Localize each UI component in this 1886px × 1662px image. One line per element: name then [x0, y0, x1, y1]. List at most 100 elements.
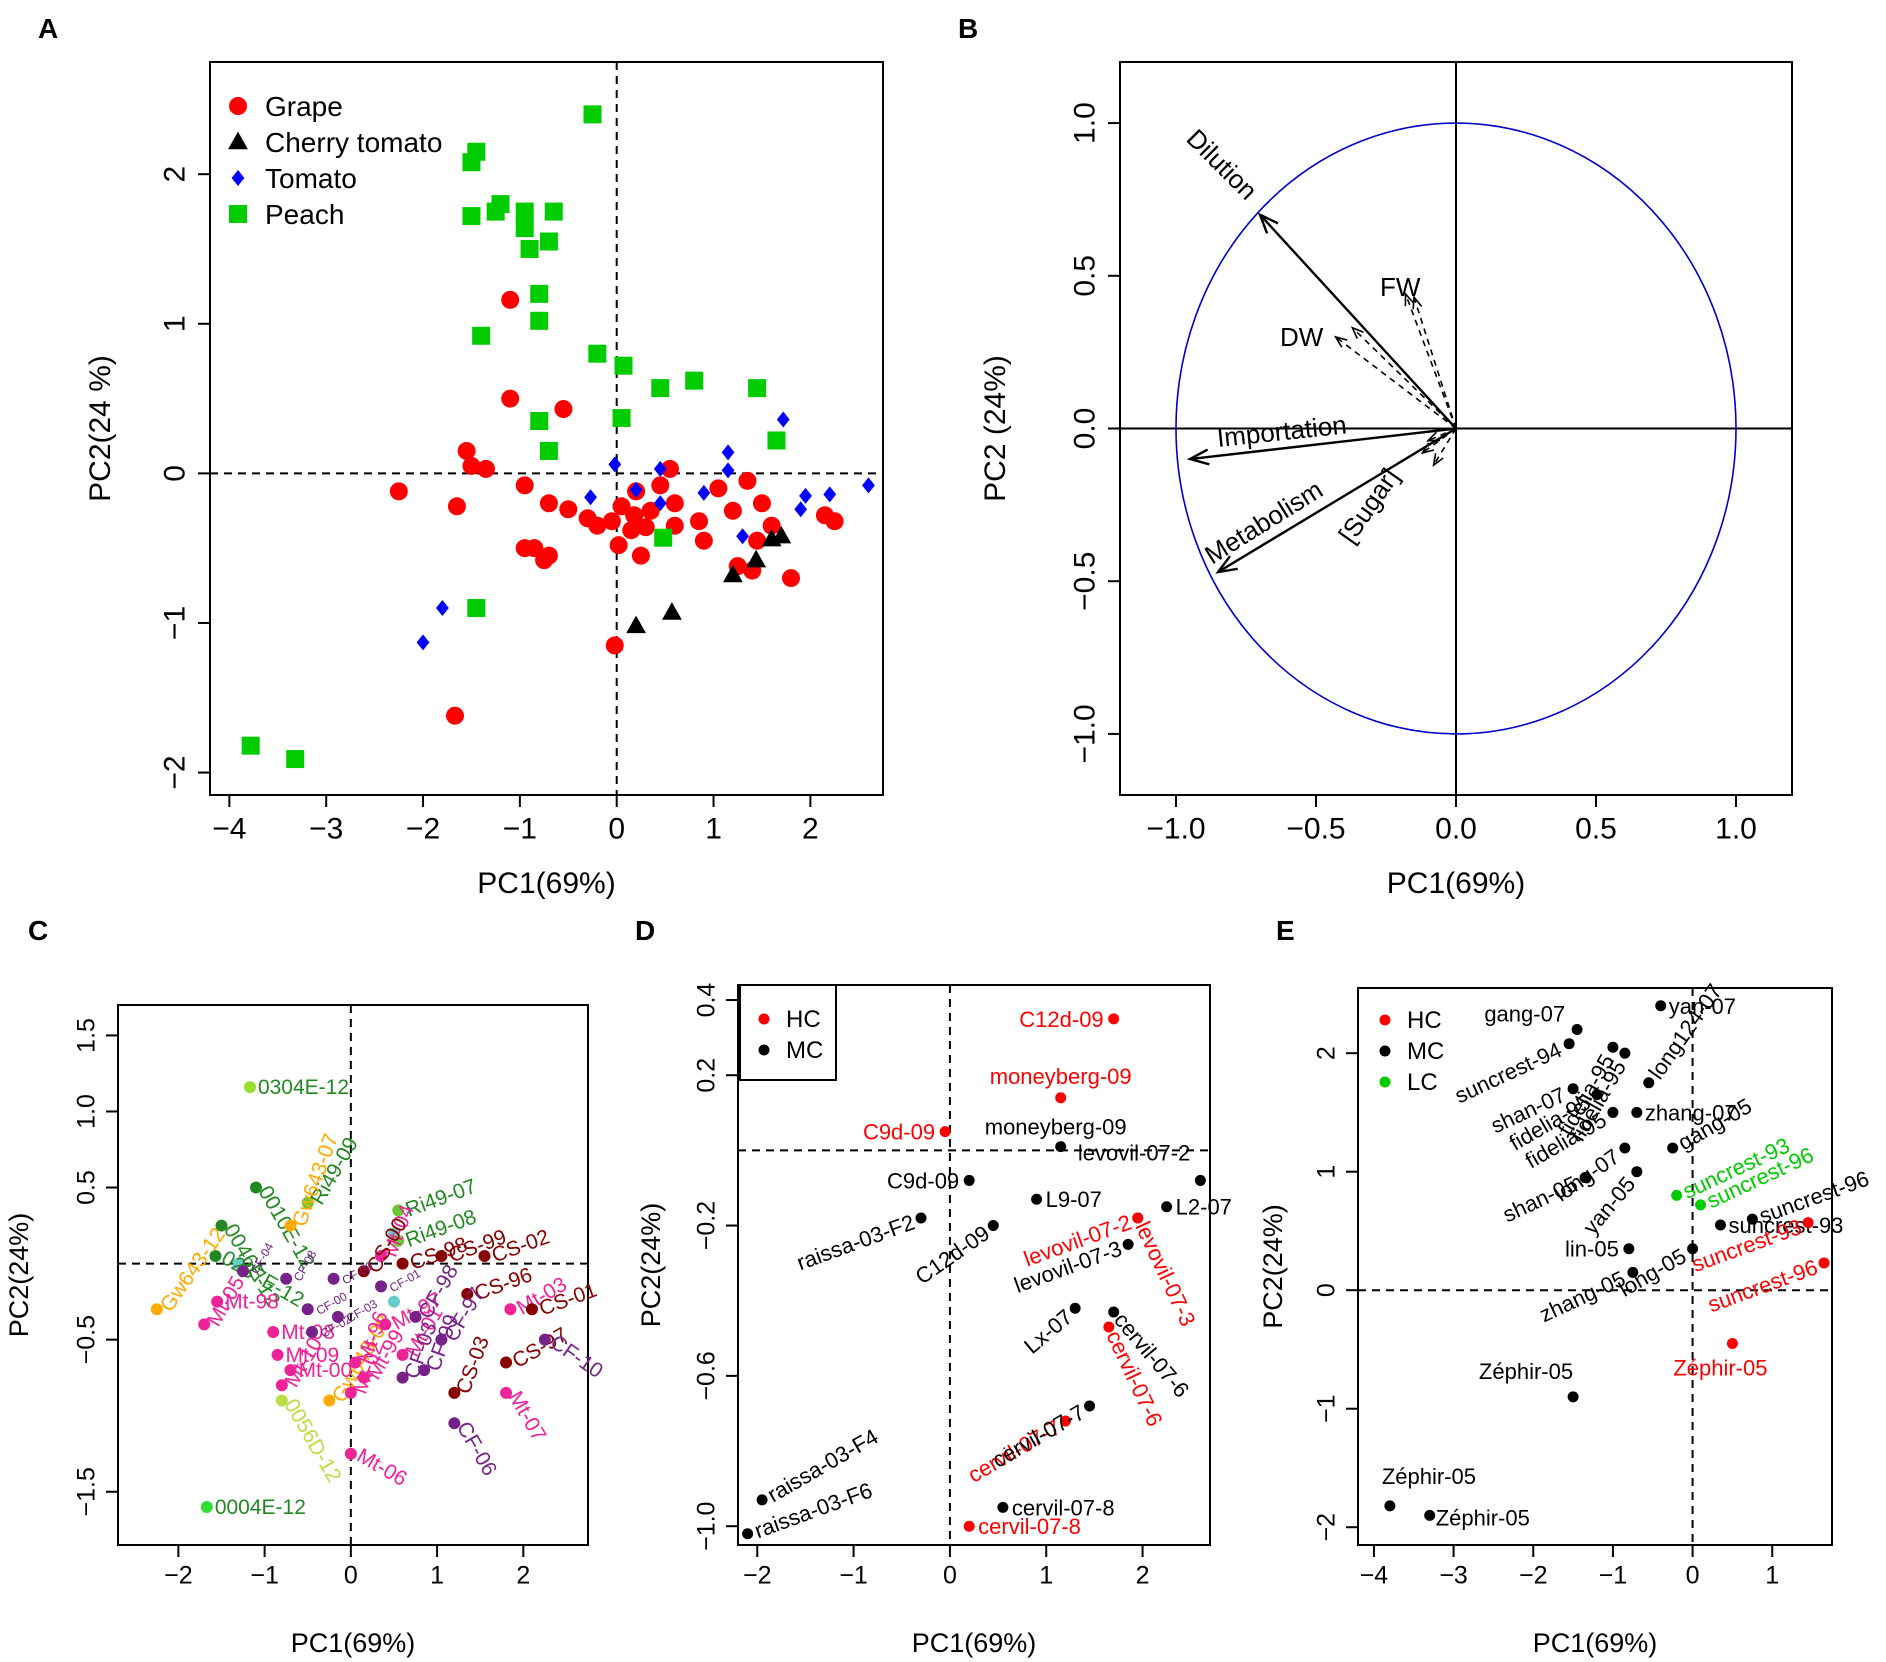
variable-arrow-dilution: [1259, 213, 1457, 430]
point-label-cultivar: Mt-06: [353, 1444, 411, 1491]
legend-marker: [1379, 1076, 1391, 1088]
variable-arrow-metabolism: [1217, 427, 1457, 574]
variable-arrow-importation-head: [1186, 448, 1210, 466]
point-peach: [520, 239, 539, 258]
point-grape: [694, 531, 713, 550]
point-genotype: [1161, 1201, 1173, 1213]
point-label-cultivar: Zéphir-05: [1382, 1464, 1476, 1489]
point-cultivar: [409, 1310, 422, 1323]
point-cultivar: [344, 1386, 357, 1399]
point-cultivar: [504, 1303, 517, 1316]
point-tomato: [416, 634, 430, 651]
y-tick-label: 1: [1313, 1165, 1341, 1179]
point-tomato: [776, 411, 790, 428]
point-cultivar: [1631, 1106, 1643, 1118]
y-tick-label: 2: [1313, 1046, 1341, 1060]
point-cultivar: [215, 1219, 228, 1232]
panel-d: −2 −1 0 1 2 −1.0 −0.6 −0.2 0.2 0.4 PC1(69%) PC2(24%…: [636, 983, 1232, 1658]
y-tick-label: −0.5: [73, 1315, 101, 1364]
variable-arrow-dashed-head: [1432, 453, 1444, 467]
legend-marker: [758, 1044, 770, 1056]
point-genotype: [1122, 1238, 1134, 1250]
point-tomato: [653, 460, 667, 477]
point-label-cultivar: lin-05: [1565, 1237, 1619, 1262]
point-label-genotype: L9-07: [1046, 1187, 1102, 1212]
point-peach: [515, 219, 534, 238]
y-tick-label: 1: [159, 315, 192, 332]
point-tomato: [436, 600, 449, 617]
point-tomato: [721, 444, 735, 461]
point-peach: [612, 409, 631, 428]
point-grape: [665, 494, 684, 513]
point-label-cultivar: Zéphir-05: [1436, 1505, 1530, 1530]
point-cultivar: [284, 1219, 297, 1232]
point-grape: [660, 459, 679, 478]
point-peach: [539, 441, 558, 460]
point-cultivar: [301, 1303, 314, 1316]
y-tick-label: −2: [159, 755, 192, 789]
point-cultivar: [1667, 1142, 1679, 1154]
point-cultivar-extra: [387, 1295, 400, 1308]
point-cultivar: [396, 1257, 409, 1270]
point-peach: [654, 528, 673, 547]
point-cultivar: [237, 1265, 250, 1278]
point-cultivar: [396, 1348, 409, 1361]
point-genotype: [963, 1174, 975, 1186]
point-grape: [622, 521, 641, 540]
x-tick-label: −1.0: [1146, 813, 1205, 846]
point-cultivar: [1623, 1243, 1635, 1255]
point-cultivar: [1818, 1257, 1830, 1269]
x-axis-label: PC1(69%): [1533, 1628, 1658, 1658]
point-genotype: [1108, 1306, 1120, 1318]
point-cultivar: [500, 1386, 513, 1399]
variable-arrow-dashed: [1404, 293, 1457, 429]
panel-a: −4 −3 −2 −1 0 1 2 −2 −1 0 1 2 PC1(69%) PC2(24 %) Grape…: [84, 61, 884, 900]
point-grape: [515, 476, 534, 495]
point-genotype: [1069, 1302, 1081, 1314]
point-cultivar: [1687, 1243, 1699, 1255]
point-tomato: [721, 462, 735, 479]
y-tick-label: −1: [1313, 1394, 1341, 1423]
point-label-cultivar: shan-05: [1499, 1171, 1582, 1227]
point-label-genotype: L2-07: [1176, 1195, 1232, 1220]
legend-label: Tomato: [265, 163, 357, 194]
point-cultivar: [1714, 1219, 1726, 1231]
point-genotype: [1060, 1415, 1072, 1427]
point-cultivar: [1567, 1391, 1579, 1403]
point-label-genotype: C9d-09: [887, 1168, 959, 1193]
point-cultivar: [1579, 1172, 1591, 1184]
y-tick-label: 0.5: [73, 1170, 101, 1205]
point-cultivar: [478, 1249, 491, 1262]
point-tomato: [799, 487, 812, 504]
point-cultivar: [306, 1326, 319, 1339]
point-tomato: [794, 501, 808, 518]
x-tick-label: 1.0: [1715, 813, 1757, 846]
point-grape: [612, 497, 631, 516]
point-cultivar: [500, 1356, 513, 1369]
x-tick-label: 2: [1136, 1561, 1150, 1589]
y-tick-label: −0.2: [693, 1201, 721, 1250]
point-genotype: [1055, 1141, 1067, 1153]
point-peach: [588, 344, 607, 363]
point-cultivar: [1571, 1023, 1583, 1035]
legend-label: Peach: [265, 199, 344, 230]
point-cultivar: [301, 1196, 314, 1209]
point-genotype: [915, 1212, 927, 1224]
point-cultivar: [211, 1295, 224, 1308]
point-label-genotype: C9d-09: [863, 1120, 935, 1145]
panel-c: −2 −1 0 1 2 −1.5 −0.5 0.5 1.0 1.5 PC1(69%) PC2(24%)…: [4, 1004, 607, 1658]
correlation-circle: [1175, 122, 1737, 735]
y-tick-label: −1.0: [693, 1502, 721, 1551]
x-tick-label: −2: [743, 1561, 772, 1589]
point-label-cultivar: Zéphir-05: [1479, 1359, 1573, 1384]
point-peach: [685, 371, 704, 390]
point-peach: [530, 412, 549, 431]
panel-letter-c: C: [28, 915, 48, 946]
point-cultivar: [1631, 1166, 1643, 1178]
point-peach: [486, 202, 505, 221]
point-grape: [588, 516, 607, 535]
point-tomato: [862, 477, 875, 494]
legend-label: HC: [786, 1006, 821, 1033]
legend-label: Grape: [265, 91, 343, 122]
x-tick-label: 2: [516, 1561, 530, 1589]
